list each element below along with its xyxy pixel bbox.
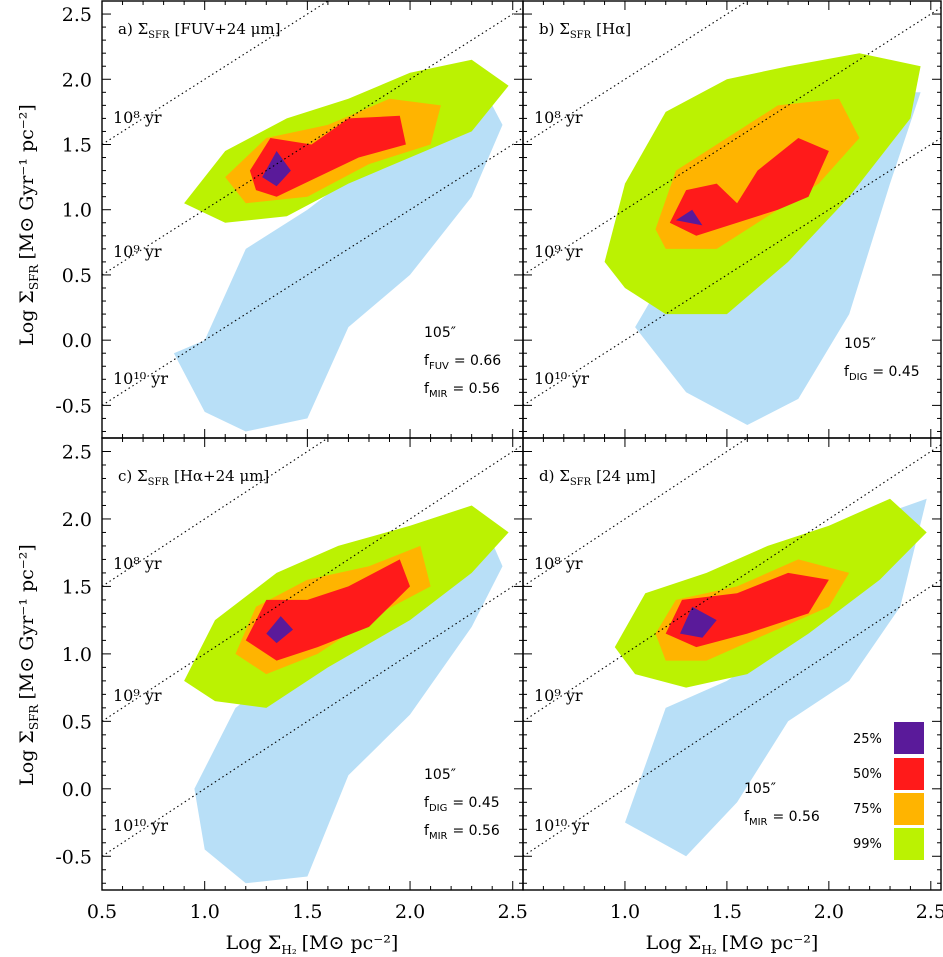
panel-d-fraction-mir: fMIR = 0.56 <box>744 809 820 828</box>
panel-a-label-1e8: 10⁸ yr <box>113 108 162 127</box>
panel-c-label-1e8: 10⁸ yr <box>113 554 162 573</box>
contour-b-25 <box>675 209 703 226</box>
x-tick-label: 2.5 <box>498 901 528 923</box>
contour-c-50 <box>245 559 410 661</box>
contour-b-50 <box>669 138 829 236</box>
contour-a-25 <box>262 151 291 187</box>
panel-d-label-1e8: 10⁸ yr <box>534 554 583 573</box>
x-tick-label: 1.5 <box>712 901 742 923</box>
y-tick-label: 1.5 <box>62 134 92 156</box>
x-axis-title-right: Log ΣH₂ [M⊙ pc⁻²] <box>646 932 819 957</box>
panel-c-fraction-mir: fMIR = 0.56 <box>424 823 500 842</box>
contour-a-tail <box>173 85 503 432</box>
y-tick-label: 2.5 <box>62 4 92 26</box>
y-tick-label: 0.5 <box>62 711 92 733</box>
contour-c-tail <box>194 519 503 884</box>
x-tick-label: 2.0 <box>395 901 425 923</box>
depletion-line-c-1 <box>102 444 523 722</box>
depletion-line-b-2 <box>523 137 941 406</box>
panel-d-resolution: 105″ <box>744 781 776 797</box>
depletion-line-b-1 <box>523 7 941 276</box>
contour-d-25 <box>680 606 717 638</box>
y-tick-labels: -0.5 0.0 0.5 1.0 1.5 2.0 2.5 -0.5 0.0 0.5 1.0 1.5 2.… <box>55 4 92 868</box>
y-tick-label: 1.0 <box>62 644 92 666</box>
panel-c-label-1e10: 10¹⁰ yr <box>113 816 168 835</box>
y-tick-label: 2.0 <box>62 69 92 91</box>
y-tick-label: 0.0 <box>62 330 92 352</box>
panel-b-title: b) ΣSFR [Hα] <box>539 20 631 41</box>
panel-d-contours <box>614 498 927 857</box>
panel-a-label-1e10: 10¹⁰ yr <box>113 369 168 388</box>
y-axis-title-top: Log ΣSFR[M⊙ Gyr⁻¹ pc⁻²] <box>16 104 41 346</box>
legend-swatch-75 <box>894 793 924 825</box>
panel-a-fraction-mir: fMIR = 0.56 <box>424 381 500 400</box>
panel-b-label-1e9: 10⁹ yr <box>534 242 583 261</box>
contour-a-50 <box>249 115 406 197</box>
panel-a-resolution: 105″ <box>424 325 456 341</box>
legend-label-50: 50% <box>853 767 882 782</box>
y-tick-label: -0.5 <box>55 395 92 417</box>
y-tick-label: 1.0 <box>62 200 92 222</box>
panel-b: b) ΣSFR [Hα] 10⁸ yr 10⁹ yr 10¹⁰ yr 105″ f… <box>522 0 942 439</box>
panel-c-title: c) ΣSFR [Hα+24 μm] <box>118 467 269 488</box>
x-tick-labels: 0.5 1.0 1.5 2.0 2.5 1.0 1.5 2.0 2.5 <box>87 901 943 923</box>
x-tick-label: 2.5 <box>916 901 943 923</box>
legend-label-25: 25% <box>853 732 882 747</box>
legend-swatch-25 <box>894 722 924 754</box>
legend-label-99: 99% <box>853 837 882 852</box>
panel-c-label-1e9: 10⁹ yr <box>113 686 162 705</box>
depletion-line-c-2 <box>102 579 523 857</box>
x-tick-label: 1.5 <box>292 901 322 923</box>
legend-label-75: 75% <box>853 802 882 817</box>
x-tick-label: 2.0 <box>814 901 844 923</box>
contour-c-25 <box>266 616 293 644</box>
panel-c-contours <box>184 505 509 884</box>
panel-c-ticks <box>101 438 523 890</box>
panel-b-label-1e8: 10⁸ yr <box>534 108 583 127</box>
panel-b-resolution: 105″ <box>844 336 876 352</box>
panel-d-frame <box>522 437 942 891</box>
panel-c-resolution: 105″ <box>424 767 456 783</box>
panel-d: d) ΣSFR [24 μm] 10⁸ yr 10⁹ yr 10¹⁰ yr 105… <box>522 437 942 891</box>
panel-b-ticks <box>522 1 941 438</box>
panel-b-contours <box>604 53 921 426</box>
y-tick-label: -0.5 <box>55 846 92 868</box>
panel-a: a) ΣSFR [FUV+24 μm] 10⁸ yr 10⁹ yr 10¹⁰ yr… <box>101 0 524 439</box>
panel-d-title: d) ΣSFR [24 μm] <box>539 467 656 488</box>
legend-swatch-99 <box>894 828 924 860</box>
y-tick-label: 0.0 <box>62 779 92 801</box>
x-tick-label: 0.5 <box>87 901 117 923</box>
x-axis-title-left: Log ΣH₂ [M⊙ pc⁻²] <box>226 932 399 957</box>
panel-b-fraction-dig: fDIG = 0.45 <box>844 364 920 383</box>
panel-b-depletion-lines <box>523 1 941 406</box>
panel-a-fraction-fuv: fFUV = 0.66 <box>424 353 501 372</box>
depletion-line-b-0 <box>523 1 749 145</box>
x-tick-label: 1.0 <box>610 901 640 923</box>
y-tick-label: 0.5 <box>62 265 92 287</box>
x-tick-label: 1.0 <box>190 901 220 923</box>
panel-d-label-1e9: 10⁹ yr <box>534 686 583 705</box>
y-tick-label: 1.5 <box>62 576 92 598</box>
y-tick-label: 2.5 <box>62 441 92 463</box>
panel-a-contours <box>173 59 509 432</box>
legend-swatch-50 <box>894 758 924 790</box>
panel-c-fraction-dig: fDIG = 0.45 <box>424 795 500 814</box>
panel-d-label-1e10: 10¹⁰ yr <box>534 816 589 835</box>
panel-a-label-1e9: 10⁹ yr <box>113 242 162 261</box>
panel-c-depletion-lines <box>102 438 523 857</box>
y-axis-title-bottom: Log ΣSFR[M⊙ Gyr⁻¹ pc⁻²] <box>16 544 41 786</box>
panel-a-title: a) ΣSFR [FUV+24 μm] <box>118 20 280 41</box>
panel-d-ticks <box>522 438 941 890</box>
panel-c: c) ΣSFR [Hα+24 μm] 10⁸ yr 10⁹ yr 10¹⁰ yr … <box>101 437 524 891</box>
legend: 25% 50% 75% 99% <box>853 722 924 860</box>
panel-b-label-1e10: 10¹⁰ yr <box>534 369 589 388</box>
y-tick-label: 2.0 <box>62 509 92 531</box>
